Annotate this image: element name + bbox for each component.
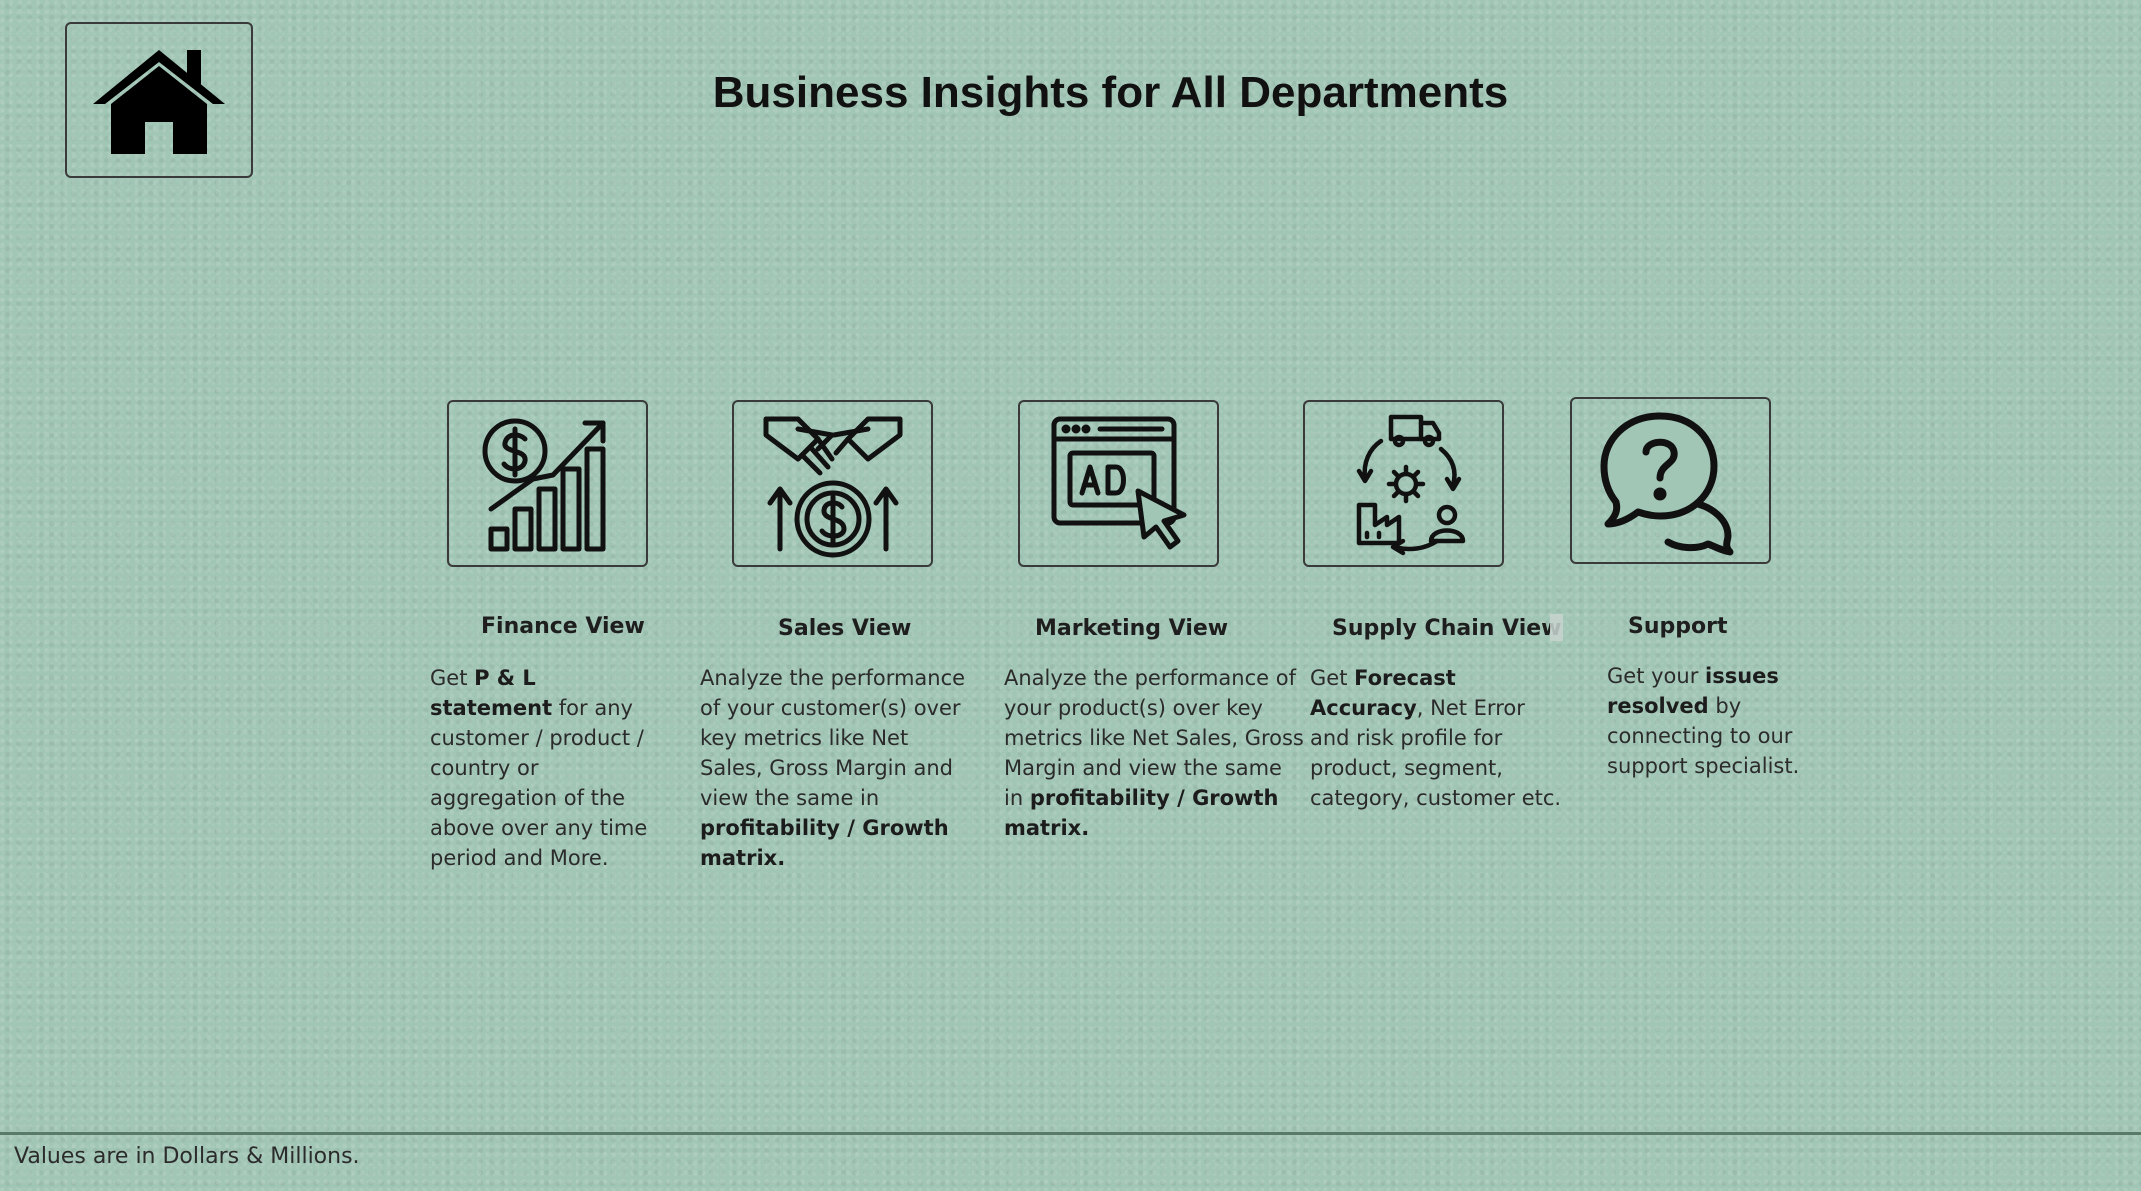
chat-question-icon: [1600, 412, 1733, 555]
support-title: Support: [1628, 614, 1728, 639]
support-button[interactable]: [1570, 397, 1771, 564]
marketing-view-button[interactable]: [1018, 400, 1219, 567]
ad-click-icon: [1051, 416, 1186, 549]
home-icon: [93, 50, 225, 154]
sales-view-button[interactable]: [732, 400, 933, 567]
supply-cycle-icon: [1356, 414, 1465, 555]
marketing-view-description: Analyze the performance of your product(…: [1004, 666, 1304, 840]
finance-view-title: Finance View: [481, 614, 645, 639]
footer-divider: [0, 1132, 2141, 1135]
supply-chain-view-description: Get Forecast Accuracy, Net Error and ris…: [1310, 666, 1562, 810]
finance-view-button[interactable]: [447, 400, 648, 567]
marketing-view-title: Marketing View: [1035, 616, 1229, 641]
scroll-marker: [1550, 614, 1563, 641]
footer-note: Values are in Dollars & Millions.: [14, 1144, 360, 1169]
finance-growth-icon: [482, 418, 605, 551]
supply-chain-view-title: Supply Chain View: [1332, 616, 1562, 641]
page-title: Business Insights for All Departments: [712, 68, 1509, 117]
supply-chain-view-button[interactable]: [1303, 400, 1504, 567]
handshake-dollar-icon: [763, 416, 902, 557]
sales-view-title: Sales View: [778, 616, 912, 641]
support-description: Get your issues resolved by connecting t…: [1607, 664, 1800, 778]
sales-view-description: Analyze the performance of your customer…: [700, 666, 966, 870]
home-button[interactable]: [65, 22, 253, 178]
finance-view-description: Get P & L statement for any customer / p…: [430, 666, 648, 870]
